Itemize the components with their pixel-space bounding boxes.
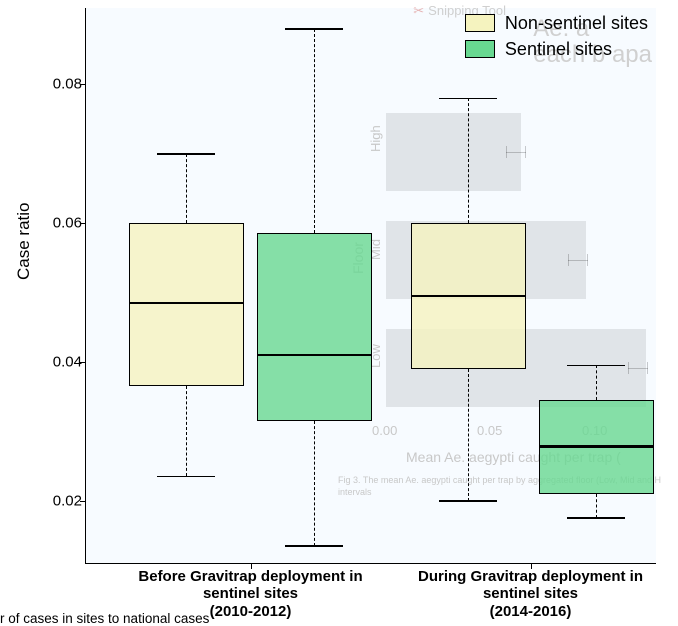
legend: Non-sentinel sites Sentinel sites — [465, 10, 648, 62]
whisker-cap — [285, 545, 343, 547]
whisker — [314, 29, 315, 234]
median-line — [539, 445, 654, 448]
legend-swatch — [465, 14, 495, 32]
boxplot-box — [129, 223, 244, 386]
x-group-label: During Gravitrap deployment insentinel s… — [388, 568, 673, 620]
median-line — [411, 295, 526, 298]
whisker-cap — [567, 517, 625, 519]
y-tick-mark — [80, 362, 86, 363]
whisker — [596, 494, 597, 518]
legend-label: Non-sentinel sites — [505, 13, 648, 34]
whisker-cap — [157, 476, 215, 478]
whisker — [186, 386, 187, 476]
y-tick-mark — [80, 223, 86, 224]
median-line — [129, 302, 244, 305]
legend-label: Sentinel sites — [505, 39, 612, 60]
whisker-cap — [439, 98, 497, 100]
whisker — [468, 369, 469, 501]
whisker-cap — [157, 153, 215, 155]
y-tick-label: 0.02 — [12, 492, 82, 509]
whisker — [468, 98, 469, 223]
whisker-cap — [567, 365, 625, 367]
legend-swatch — [465, 40, 495, 58]
whisker-cap — [439, 500, 497, 502]
whisker — [596, 365, 597, 400]
legend-item: Non-sentinel sites — [465, 10, 648, 36]
median-line — [257, 354, 372, 357]
y-tick-mark — [80, 84, 86, 85]
whisker — [186, 154, 187, 223]
legend-item: Sentinel sites — [465, 36, 648, 62]
whisker — [314, 421, 315, 546]
clipped-footer-text: r of cases in sites to national cases — [0, 611, 209, 626]
boxplot-box — [257, 233, 372, 420]
plot-area: ✂Snipping ToolAe. aeach b apaHighMidLowF… — [85, 8, 656, 564]
whisker-cap — [285, 28, 343, 30]
y-tick-mark — [80, 501, 86, 502]
y-tick-label: 0.06 — [12, 215, 82, 232]
y-tick-label: 0.04 — [12, 353, 82, 370]
y-tick-label: 0.08 — [12, 76, 82, 93]
